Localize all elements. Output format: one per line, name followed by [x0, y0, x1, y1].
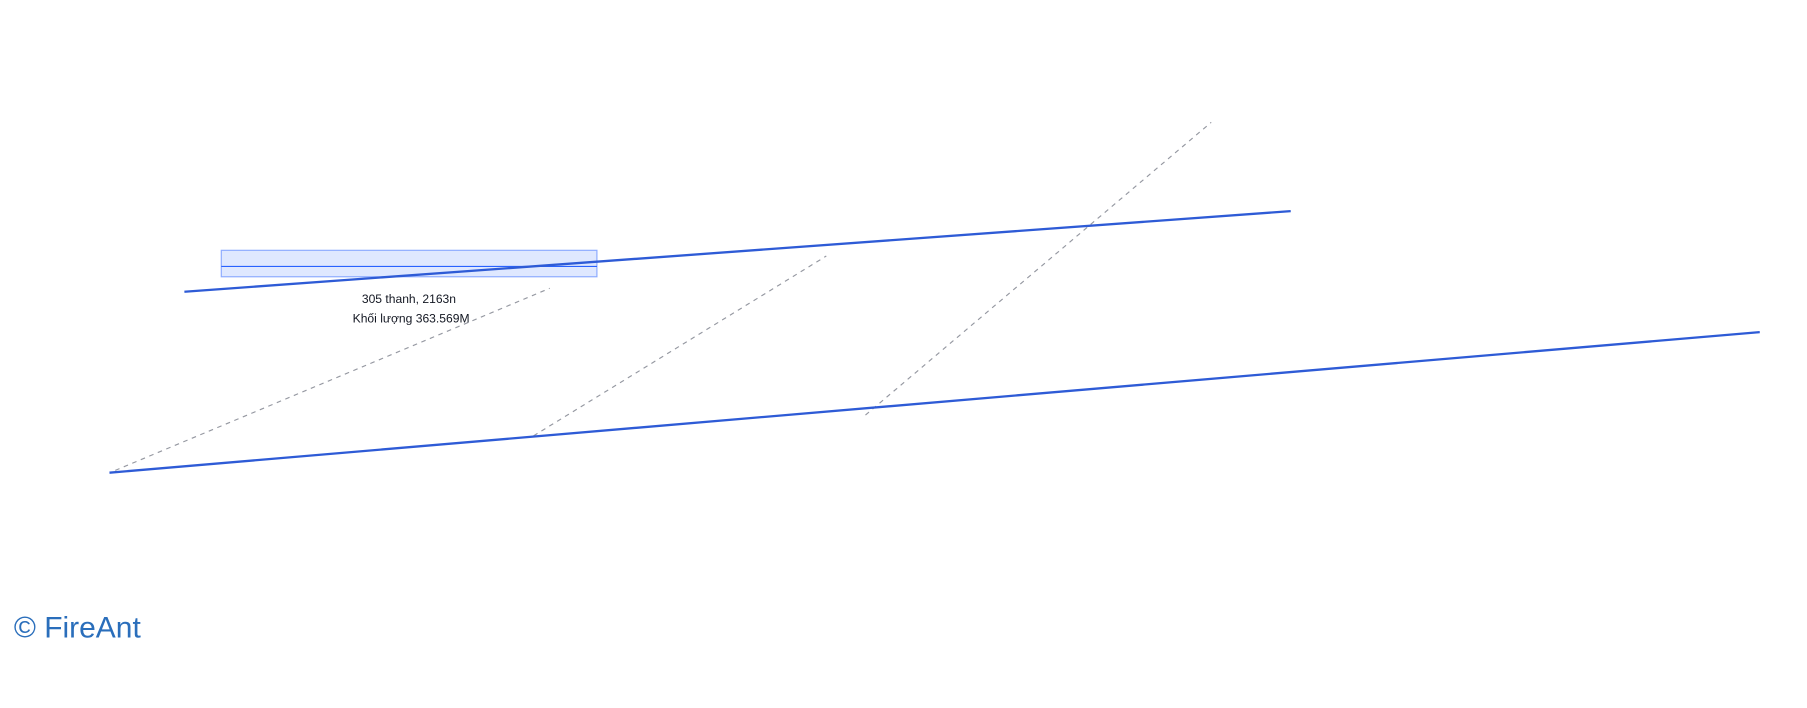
fib-trend	[533, 255, 827, 437]
trend-line	[184, 209, 1291, 293]
tooltip-text: 305 thanh, 2163n	[362, 292, 456, 306]
tooltip: 305 thanh, 2163n Khối lượng 363.569M	[353, 292, 470, 326]
highlight-range	[220, 249, 598, 278]
watermark: © FireAnt	[14, 611, 142, 644]
fib-trend	[865, 121, 1212, 416]
trend-line	[109, 330, 1760, 474]
tooltip-text: Khối lượng 363.569M	[353, 312, 470, 326]
